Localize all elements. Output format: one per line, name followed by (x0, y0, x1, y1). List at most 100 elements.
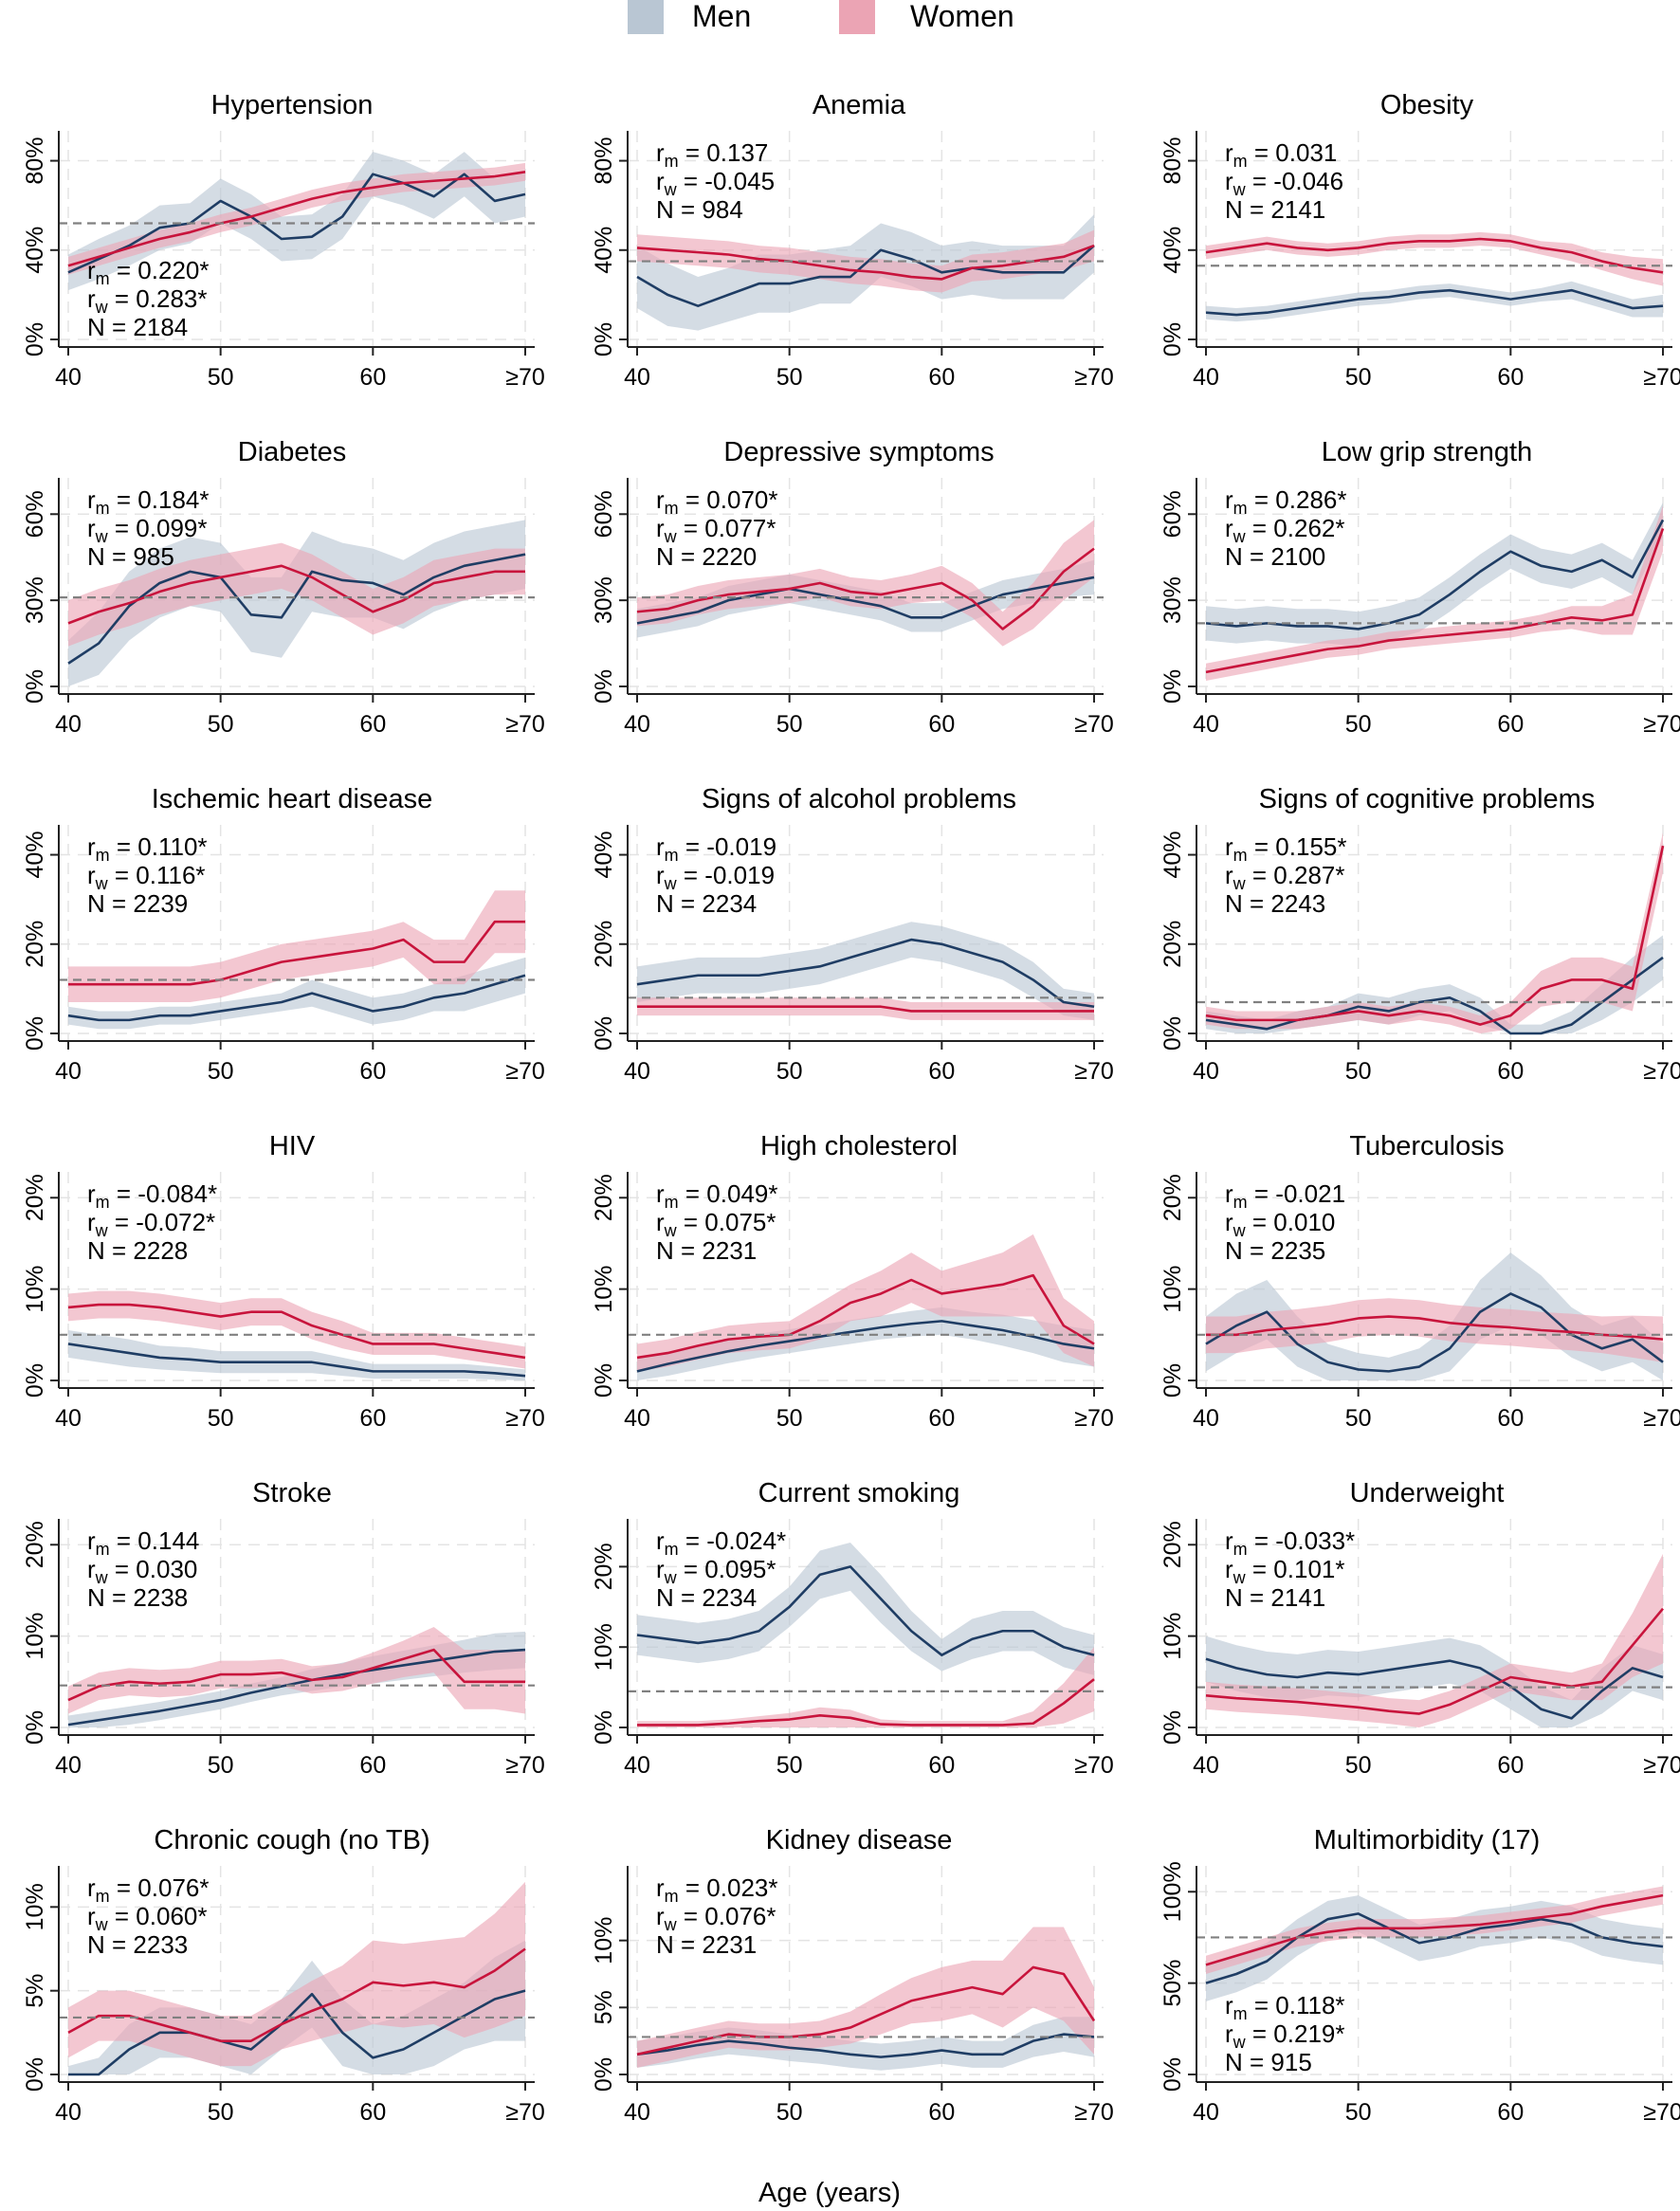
series-line-men (636, 576, 1095, 625)
y-tick-label: 10% (22, 1613, 48, 1660)
series-line-women (636, 1273, 1095, 1360)
stat-n: N = 2184 (87, 313, 188, 341)
stat-r-men: rm = 0.137 (656, 138, 768, 171)
legend-women-label: Women (910, 0, 1014, 33)
ci-band-women (637, 997, 1094, 1020)
ci-band-women (637, 1647, 1094, 1727)
y-tick-label: 100% (1160, 1861, 1186, 1922)
panel-title: Signs of alcohol problems (702, 784, 1016, 814)
x-tick-label: 60 (359, 1058, 386, 1085)
y-tick-label: 0% (591, 322, 617, 356)
stat-r-women: rw = 0.030 (87, 1555, 197, 1587)
y-tick-label: 5% (22, 1974, 48, 2008)
stat-r-men: rm = -0.024* (656, 1526, 786, 1559)
stat-r-men: rm = 0.118* (1225, 1991, 1345, 2023)
stat-r-women: rw = 0.060* (87, 1902, 207, 1934)
stat-r-women: rw = 0.076* (656, 1902, 776, 1934)
x-tick-label: 50 (776, 1405, 803, 1432)
panel-title: Tuberculosis (1349, 1131, 1504, 1161)
x-tick-label: 40 (624, 1405, 650, 1432)
stat-r-men: rm = 0.144 (87, 1526, 199, 1559)
y-tick-label: 40% (1160, 227, 1186, 274)
x-tick-label: 60 (928, 364, 955, 391)
panel-15: Underweight 40 50 60 ≥70 0% 10% 20% rm = -0.033*… (1160, 1478, 1680, 1779)
x-tick-label: 40 (55, 1752, 82, 1779)
y-tick-label: 0% (22, 1363, 48, 1398)
series-line-women (67, 1648, 525, 1702)
series-line-women (637, 1005, 1094, 1013)
x-tick-label: ≥70 (1074, 1752, 1114, 1779)
x-tick-label: 40 (624, 1058, 650, 1085)
stat-r-men: rm = 0.031 (1225, 138, 1337, 171)
x-tick-label: 60 (359, 1405, 386, 1432)
panel-17: Kidney disease 40 50 60 ≥70 0% 5% 10% rm = 0.023… (591, 1825, 1114, 2126)
panel-18: Multimorbidity (17) 40 50 60 ≥70 0% 50% 100% rm … (1160, 1825, 1680, 2126)
x-tick-label: 50 (208, 711, 234, 738)
ci-band-men (68, 520, 525, 686)
panel-7: Ischemic heart disease 40 50 60 ≥70 0% 20% 40% r… (22, 784, 545, 1085)
x-tick-label: 60 (928, 711, 955, 738)
x-tick-label: ≥70 (1643, 1058, 1680, 1085)
stat-r-women: rw = -0.045 (656, 167, 775, 199)
x-tick-label: 40 (624, 1752, 650, 1779)
panel-16: Chronic cough (no TB) 40 50 60 ≥70 0% 5% 10% rm … (22, 1825, 545, 2126)
ci-band-men (1206, 502, 1663, 647)
series-line-women (1205, 845, 1665, 1026)
panel-title: Depressive symptoms (723, 437, 994, 467)
x-tick-label: ≥70 (1074, 1058, 1114, 1085)
panel-title: Underweight (1350, 1478, 1505, 1508)
x-tick-label: ≥70 (505, 1058, 545, 1085)
panel-title: Diabetes (238, 437, 346, 467)
x-tick-label: ≥70 (505, 1405, 545, 1432)
x-tick-label: 50 (208, 1752, 234, 1779)
y-tick-label: 20% (591, 921, 617, 968)
panel-title: Multimorbidity (17) (1314, 1825, 1541, 1855)
y-tick-label: 0% (591, 2057, 617, 2092)
x-tick-label: 60 (359, 1752, 386, 1779)
y-tick-label: 0% (1160, 1016, 1186, 1051)
stat-r-men: rm = 0.155* (1225, 832, 1346, 865)
stat-r-men: rm = 0.076* (87, 1873, 209, 1906)
panel-title: Low grip strength (1322, 437, 1532, 467)
stat-n: N = 2239 (87, 889, 188, 918)
series-line-women (1206, 1315, 1664, 1341)
stat-r-women: rw = 0.262* (1225, 514, 1344, 546)
panel-8: Signs of alcohol problems 40 50 60 ≥70 0% 20% 4… (591, 784, 1114, 1085)
y-tick-label: 0% (22, 1016, 48, 1051)
panel-title: Stroke (252, 1478, 332, 1508)
y-tick-label: 80% (22, 137, 48, 185)
panel-title: Obesity (1380, 90, 1474, 120)
x-tick-label: 40 (55, 1058, 82, 1085)
ci-band-women (68, 162, 525, 275)
panel-14: Current smoking 40 50 60 ≥70 0% 10% 20% rm = -0.… (591, 1478, 1114, 1779)
ci-band-women (1206, 832, 1663, 1033)
x-tick-label: 40 (55, 711, 82, 738)
x-tick-label: 60 (1497, 711, 1524, 738)
series-line-men (67, 553, 526, 665)
y-tick-label: 0% (1160, 669, 1186, 704)
x-tick-label: ≥70 (505, 1752, 545, 1779)
y-tick-label: 0% (591, 669, 617, 704)
stat-n: N = 2233 (87, 1930, 188, 1959)
x-tick-label: 60 (1497, 2099, 1524, 2126)
panel-12: Tuberculosis 40 50 60 ≥70 0% 10% 20% rm = -0.021… (1160, 1131, 1680, 1432)
stat-r-women: rw = 0.283* (87, 284, 207, 317)
y-tick-label: 40% (22, 227, 48, 274)
series-line-men (636, 938, 1095, 1009)
y-tick-label: 60% (1160, 490, 1186, 538)
y-tick-label: 60% (22, 490, 48, 538)
series-line-women (67, 171, 526, 267)
panel-title: Signs of cognitive problems (1259, 784, 1596, 814)
legend-women-swatch (839, 0, 875, 34)
x-tick-label: 50 (1345, 1752, 1372, 1779)
y-tick-label: 40% (22, 831, 48, 879)
y-tick-label: 30% (1160, 576, 1186, 624)
stat-r-women: rw = 0.219* (1225, 2019, 1344, 2052)
y-tick-label: 30% (22, 576, 48, 624)
stat-n: N = 985 (87, 542, 174, 571)
stat-n: N = 2231 (656, 1930, 757, 1959)
series-line-women (67, 1303, 526, 1360)
panel-title: Chronic cough (no TB) (154, 1825, 429, 1855)
x-tick-label: 60 (359, 2099, 386, 2126)
